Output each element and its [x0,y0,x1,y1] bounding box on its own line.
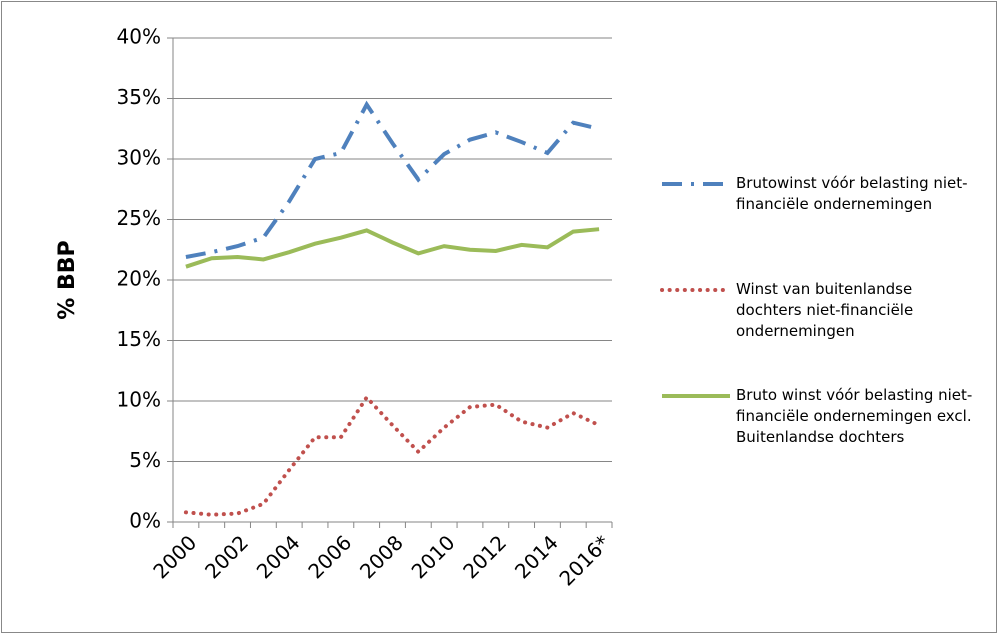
y-tick-label: 30% [117,146,161,170]
legend-label: Brutowinst vóór belasting niet-financiël… [736,174,968,213]
series-line [185,100,600,259]
y-tick-label: 5% [129,448,161,472]
y-tick-label: 10% [117,388,161,412]
y-tick-label: 35% [117,85,161,109]
y-tick-label: 25% [117,206,161,230]
y-tick-label: 15% [117,327,161,351]
y-axis-label: % BBP [55,240,80,319]
legend-label: Bruto winst vóór belasting niet-financië… [736,386,973,446]
y-tick-label: 0% [129,509,161,533]
y-tick-label: 40% [117,25,161,49]
y-tick-label: 20% [117,267,161,291]
legend-label: Winst van buitenlandse dochters niet-fin… [736,280,914,340]
series-line [183,394,602,517]
series-line [185,227,600,269]
